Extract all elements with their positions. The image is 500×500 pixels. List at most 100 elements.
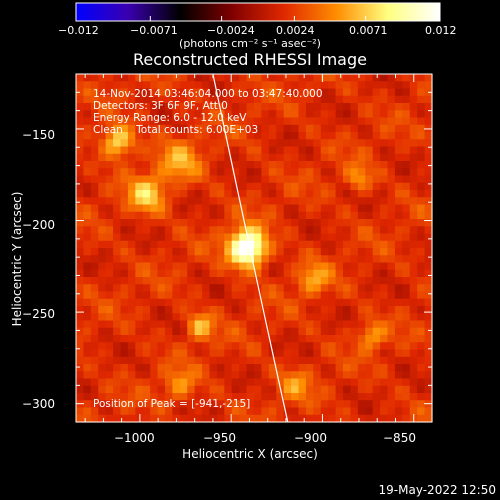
heatmap-cell xyxy=(98,103,107,111)
heatmap-cell xyxy=(343,110,352,119)
heatmap-cell xyxy=(142,233,151,242)
heatmap-cell xyxy=(291,219,300,227)
heatmap-cell xyxy=(142,262,151,271)
heatmap-cell xyxy=(209,204,218,213)
heatmap-cell xyxy=(157,88,166,97)
heatmap-cell xyxy=(343,124,352,133)
heatmap-cell xyxy=(239,255,248,264)
heatmap-cell xyxy=(313,298,322,307)
heatmap-cell xyxy=(209,161,218,169)
heatmap-cell xyxy=(83,371,92,380)
heatmap-cell xyxy=(83,110,92,119)
heatmap-cell xyxy=(276,335,285,343)
heatmap-cell xyxy=(202,146,211,155)
heatmap-cell xyxy=(209,146,218,155)
heatmap-cell xyxy=(127,277,136,285)
heatmap-cell xyxy=(150,233,159,242)
heatmap-cell xyxy=(98,95,107,104)
heatmap-cell xyxy=(335,219,344,227)
heatmap-cell xyxy=(165,277,174,285)
heatmap-cell xyxy=(224,342,233,351)
heatmap-cell xyxy=(261,255,270,264)
heatmap-cell xyxy=(120,168,129,177)
heatmap-cell xyxy=(298,81,307,90)
heatmap-cell xyxy=(120,197,129,206)
heatmap-cell xyxy=(320,233,329,242)
heatmap-cell xyxy=(372,298,381,307)
heatmap-cell xyxy=(394,168,403,177)
heatmap-cell xyxy=(305,219,314,227)
heatmap-cell xyxy=(224,103,233,111)
heatmap-cell xyxy=(424,393,433,401)
heatmap-cell xyxy=(380,269,389,278)
heatmap-cell xyxy=(380,349,389,358)
heatmap-cell xyxy=(239,342,248,351)
heatmap-cell xyxy=(357,95,366,104)
heatmap-cell xyxy=(231,110,240,119)
heatmap-cell xyxy=(328,327,337,336)
heatmap-cell xyxy=(239,233,248,242)
heatmap-cell xyxy=(120,226,129,235)
heatmap-cell xyxy=(202,88,211,97)
heatmap-cell xyxy=(268,342,277,351)
heatmap-cell xyxy=(394,342,403,351)
heatmap-cell xyxy=(387,175,396,184)
heatmap-cell xyxy=(298,139,307,148)
heatmap-cell xyxy=(328,110,337,119)
heatmap-cell xyxy=(394,262,403,271)
heatmap-cell xyxy=(127,168,136,177)
heatmap-cell xyxy=(254,219,263,227)
heatmap-cell xyxy=(357,385,366,394)
heatmap-cell xyxy=(350,175,359,184)
heatmap-cell xyxy=(357,168,366,177)
heatmap-cell xyxy=(157,240,166,249)
heatmap-cell xyxy=(179,349,188,358)
heatmap-cell xyxy=(365,327,374,336)
heatmap-cell xyxy=(157,378,166,387)
heatmap-cell xyxy=(268,124,277,133)
heatmap-cell xyxy=(261,103,270,111)
heatmap-cell xyxy=(298,407,307,416)
heatmap-cell xyxy=(120,233,129,242)
heatmap-cell xyxy=(194,269,203,278)
heatmap-cell xyxy=(127,81,136,90)
heatmap-cell xyxy=(313,240,322,249)
heatmap-cell xyxy=(142,226,151,235)
heatmap-cell xyxy=(372,262,381,271)
heatmap-cell xyxy=(194,146,203,155)
heatmap-cell xyxy=(165,414,174,423)
heatmap-cell xyxy=(179,356,188,365)
heatmap-cell xyxy=(135,175,144,184)
heatmap-cell xyxy=(98,393,107,401)
heatmap-cell xyxy=(165,95,174,104)
heatmap-cell xyxy=(305,407,314,416)
heatmap-cell xyxy=(305,298,314,307)
heatmap-cell xyxy=(298,233,307,242)
heatmap-cell xyxy=(254,378,263,387)
heatmap-cell xyxy=(76,139,85,148)
heatmap-cell xyxy=(417,226,426,235)
heatmap-cell xyxy=(231,233,240,242)
heatmap-cell xyxy=(320,219,329,227)
heatmap-cell xyxy=(76,197,85,206)
heatmap-cell xyxy=(335,269,344,278)
heatmap-cell xyxy=(76,110,85,119)
heatmap-cell xyxy=(305,103,314,111)
heatmap-cell xyxy=(291,378,300,387)
heatmap-cell xyxy=(246,327,255,336)
heatmap-cell xyxy=(194,240,203,249)
heatmap-cell xyxy=(357,190,366,198)
heatmap-cell xyxy=(179,182,188,191)
heatmap-cell xyxy=(394,233,403,242)
heatmap-cell xyxy=(113,255,122,264)
heatmap-cell xyxy=(209,306,218,314)
heatmap-cell xyxy=(209,262,218,271)
heatmap-cell xyxy=(165,269,174,278)
heatmap-cell xyxy=(209,182,218,191)
heatmap-cell xyxy=(83,95,92,104)
heatmap-cell xyxy=(313,219,322,227)
heatmap-cell xyxy=(276,327,285,336)
heatmap-cell xyxy=(357,371,366,380)
heatmap-cell xyxy=(357,175,366,184)
heatmap-cell xyxy=(276,190,285,198)
